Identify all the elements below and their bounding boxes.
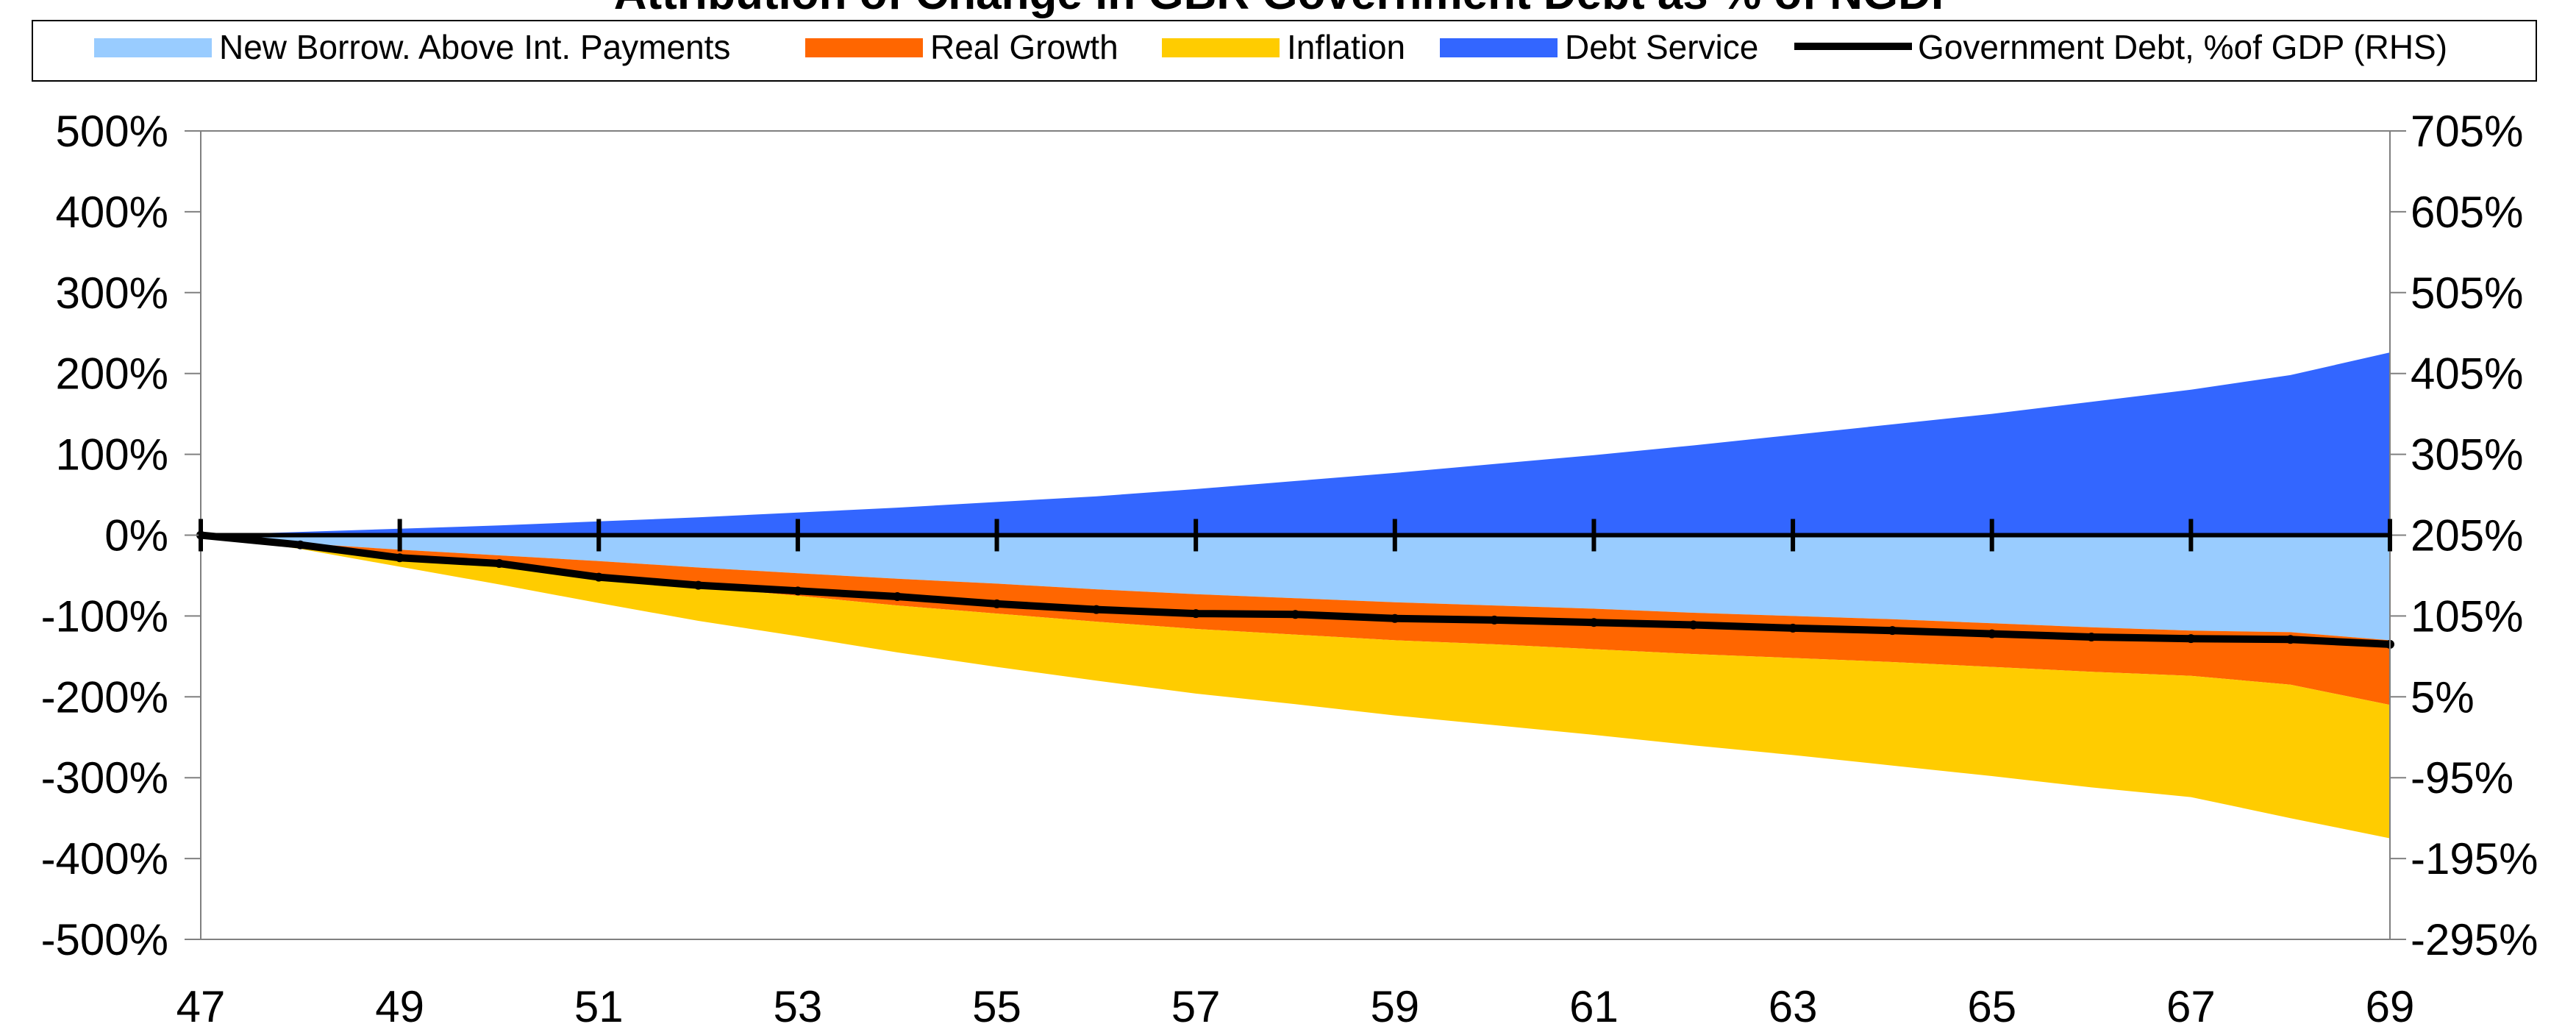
y-right-tick-label: 505% (2411, 268, 2523, 318)
point-government-debt-49 (395, 553, 404, 563)
area-new-borrowing (201, 535, 2390, 641)
legend-label-gov_debt: Government Debt, %of GDP (RHS) (1918, 28, 2447, 66)
legend: New Borrow. Above Int. Payments Real Grow… (32, 20, 2537, 82)
y-left-tick-label: 300% (56, 268, 168, 318)
y-right-tick-label: -295% (2411, 915, 2538, 964)
y-left-tick-label: -300% (41, 753, 168, 803)
point-government-debt-58 (1291, 610, 1300, 619)
point-government-debt-50 (494, 558, 504, 568)
point-government-debt-59 (1390, 613, 1399, 623)
point-government-debt-62 (1688, 620, 1698, 630)
point-government-debt-64 (1888, 626, 1897, 636)
x-tick-label: 61 (1569, 982, 1619, 1031)
point-government-debt-54 (893, 592, 902, 602)
chart-title: Attribution of Change in GBR Government … (614, 0, 1961, 19)
axes: 500% 400% 300% 200% 100% 0% -100% -200% -300% -40… (41, 107, 2538, 1031)
x-tick-label: 47 (176, 982, 226, 1031)
x-tick-label: 49 (375, 982, 424, 1031)
x-tick-label: 59 (1370, 982, 1419, 1031)
y-left-tick-label: 0% (104, 511, 168, 561)
x-tick-label: 69 (2366, 982, 2415, 1031)
area-inflation (201, 535, 2390, 839)
point-government-debt-48 (296, 540, 305, 549)
legend-swatch-new_borrowing (94, 38, 212, 57)
y-left-tick-label: -400% (41, 834, 168, 883)
legend-label-inflation: Inflation (1287, 28, 1405, 66)
y-right-tick-label: -95% (2411, 753, 2513, 803)
point-government-debt-53 (793, 586, 802, 596)
point-government-debt-56 (1091, 605, 1101, 614)
y-right-tick-label: 105% (2411, 591, 2523, 641)
area-debt-service (201, 352, 2390, 536)
x-tick-label: 51 (574, 982, 624, 1031)
area-real-growth (201, 535, 2390, 705)
y-left-tick-label: -100% (41, 591, 168, 641)
legend-swatch-real_growth (805, 38, 923, 57)
legend-box (32, 20, 2537, 82)
point-government-debt-63 (1788, 623, 1798, 633)
x-tick-label: 53 (774, 982, 823, 1031)
y-left-tick-label: -500% (41, 915, 168, 964)
y-right-tick-label: 305% (2411, 430, 2523, 480)
point-government-debt-52 (693, 580, 703, 590)
point-government-debt-65 (1987, 629, 1997, 639)
point-government-debt-68 (2286, 635, 2295, 644)
x-tick-label: 57 (1171, 982, 1221, 1031)
point-government-debt-67 (2186, 634, 2196, 644)
y-right-tick-label: -195% (2411, 834, 2538, 883)
x-tick-label: 55 (972, 982, 1021, 1031)
legend-label-new_borrowing: New Borrow. Above Int. Payments (219, 28, 730, 66)
point-government-debt-66 (2087, 632, 2097, 641)
x-tick-label: 65 (1967, 982, 2016, 1031)
plot-area (196, 352, 2394, 839)
point-government-debt-51 (594, 572, 604, 582)
y-right-tick-label: 605% (2411, 188, 2523, 237)
legend-label-debt_service: Debt Service (1565, 28, 1758, 66)
point-government-debt-57 (1191, 609, 1201, 619)
y-right-tick-label: 405% (2411, 349, 2523, 399)
legend-swatch-inflation (1162, 38, 1280, 57)
x-tick-label: 63 (1769, 982, 1818, 1031)
y-right-tick-label: 205% (2411, 511, 2523, 561)
x-tick-label: 67 (2166, 982, 2216, 1031)
y-left-tick-label: 200% (56, 349, 168, 399)
y-left-tick-label: -200% (41, 672, 168, 722)
legend-label-real_growth: Real Growth (930, 28, 1118, 66)
y-left-tick-label: 100% (56, 430, 168, 480)
point-government-debt-61 (1589, 618, 1599, 627)
y-right-tick-label: 5% (2411, 672, 2475, 722)
y-left-tick-label: 400% (56, 188, 168, 237)
legend-swatch-debt_service (1440, 38, 1558, 57)
point-government-debt-60 (1490, 615, 1499, 625)
y-left-tick-label: 500% (56, 107, 168, 156)
point-government-debt-55 (992, 599, 1002, 608)
y-right-tick-label: 705% (2411, 107, 2523, 156)
